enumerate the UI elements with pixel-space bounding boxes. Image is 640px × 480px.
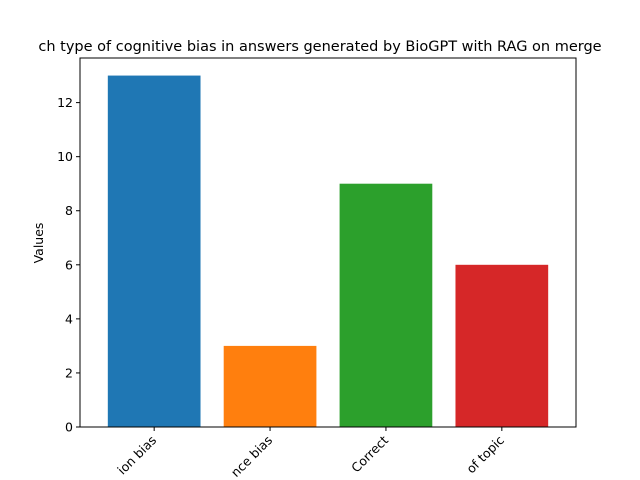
x-tick-label-3: of topic <box>463 432 507 476</box>
bar-2 <box>339 183 433 427</box>
y-tick-label-4: 8 <box>65 203 73 218</box>
y-axis-label: Values <box>31 223 46 264</box>
y-tick-label-6: 12 <box>57 95 73 110</box>
y-tick-label-3: 6 <box>65 257 73 272</box>
y-tick-label-5: 10 <box>57 149 73 164</box>
axes-frame <box>79 57 577 428</box>
y-tick-label-2: 4 <box>65 311 73 326</box>
bar-3 <box>455 264 549 427</box>
y-tick-label-0: 0 <box>65 420 73 435</box>
chart-title: ch type of cognitive bias in answers gen… <box>38 39 601 55</box>
x-tick-label-0: ion bias <box>114 433 159 478</box>
bar-1 <box>223 345 317 427</box>
x-tick-label-2: Correct <box>348 432 391 475</box>
plot-area: 0 2 4 6 8 10 12 ion bias nce bias Correct of topic <box>57 57 577 480</box>
bar-0 <box>107 75 201 428</box>
x-tick-label-1: nce bias <box>228 433 275 480</box>
y-tick-label-1: 2 <box>65 365 73 380</box>
